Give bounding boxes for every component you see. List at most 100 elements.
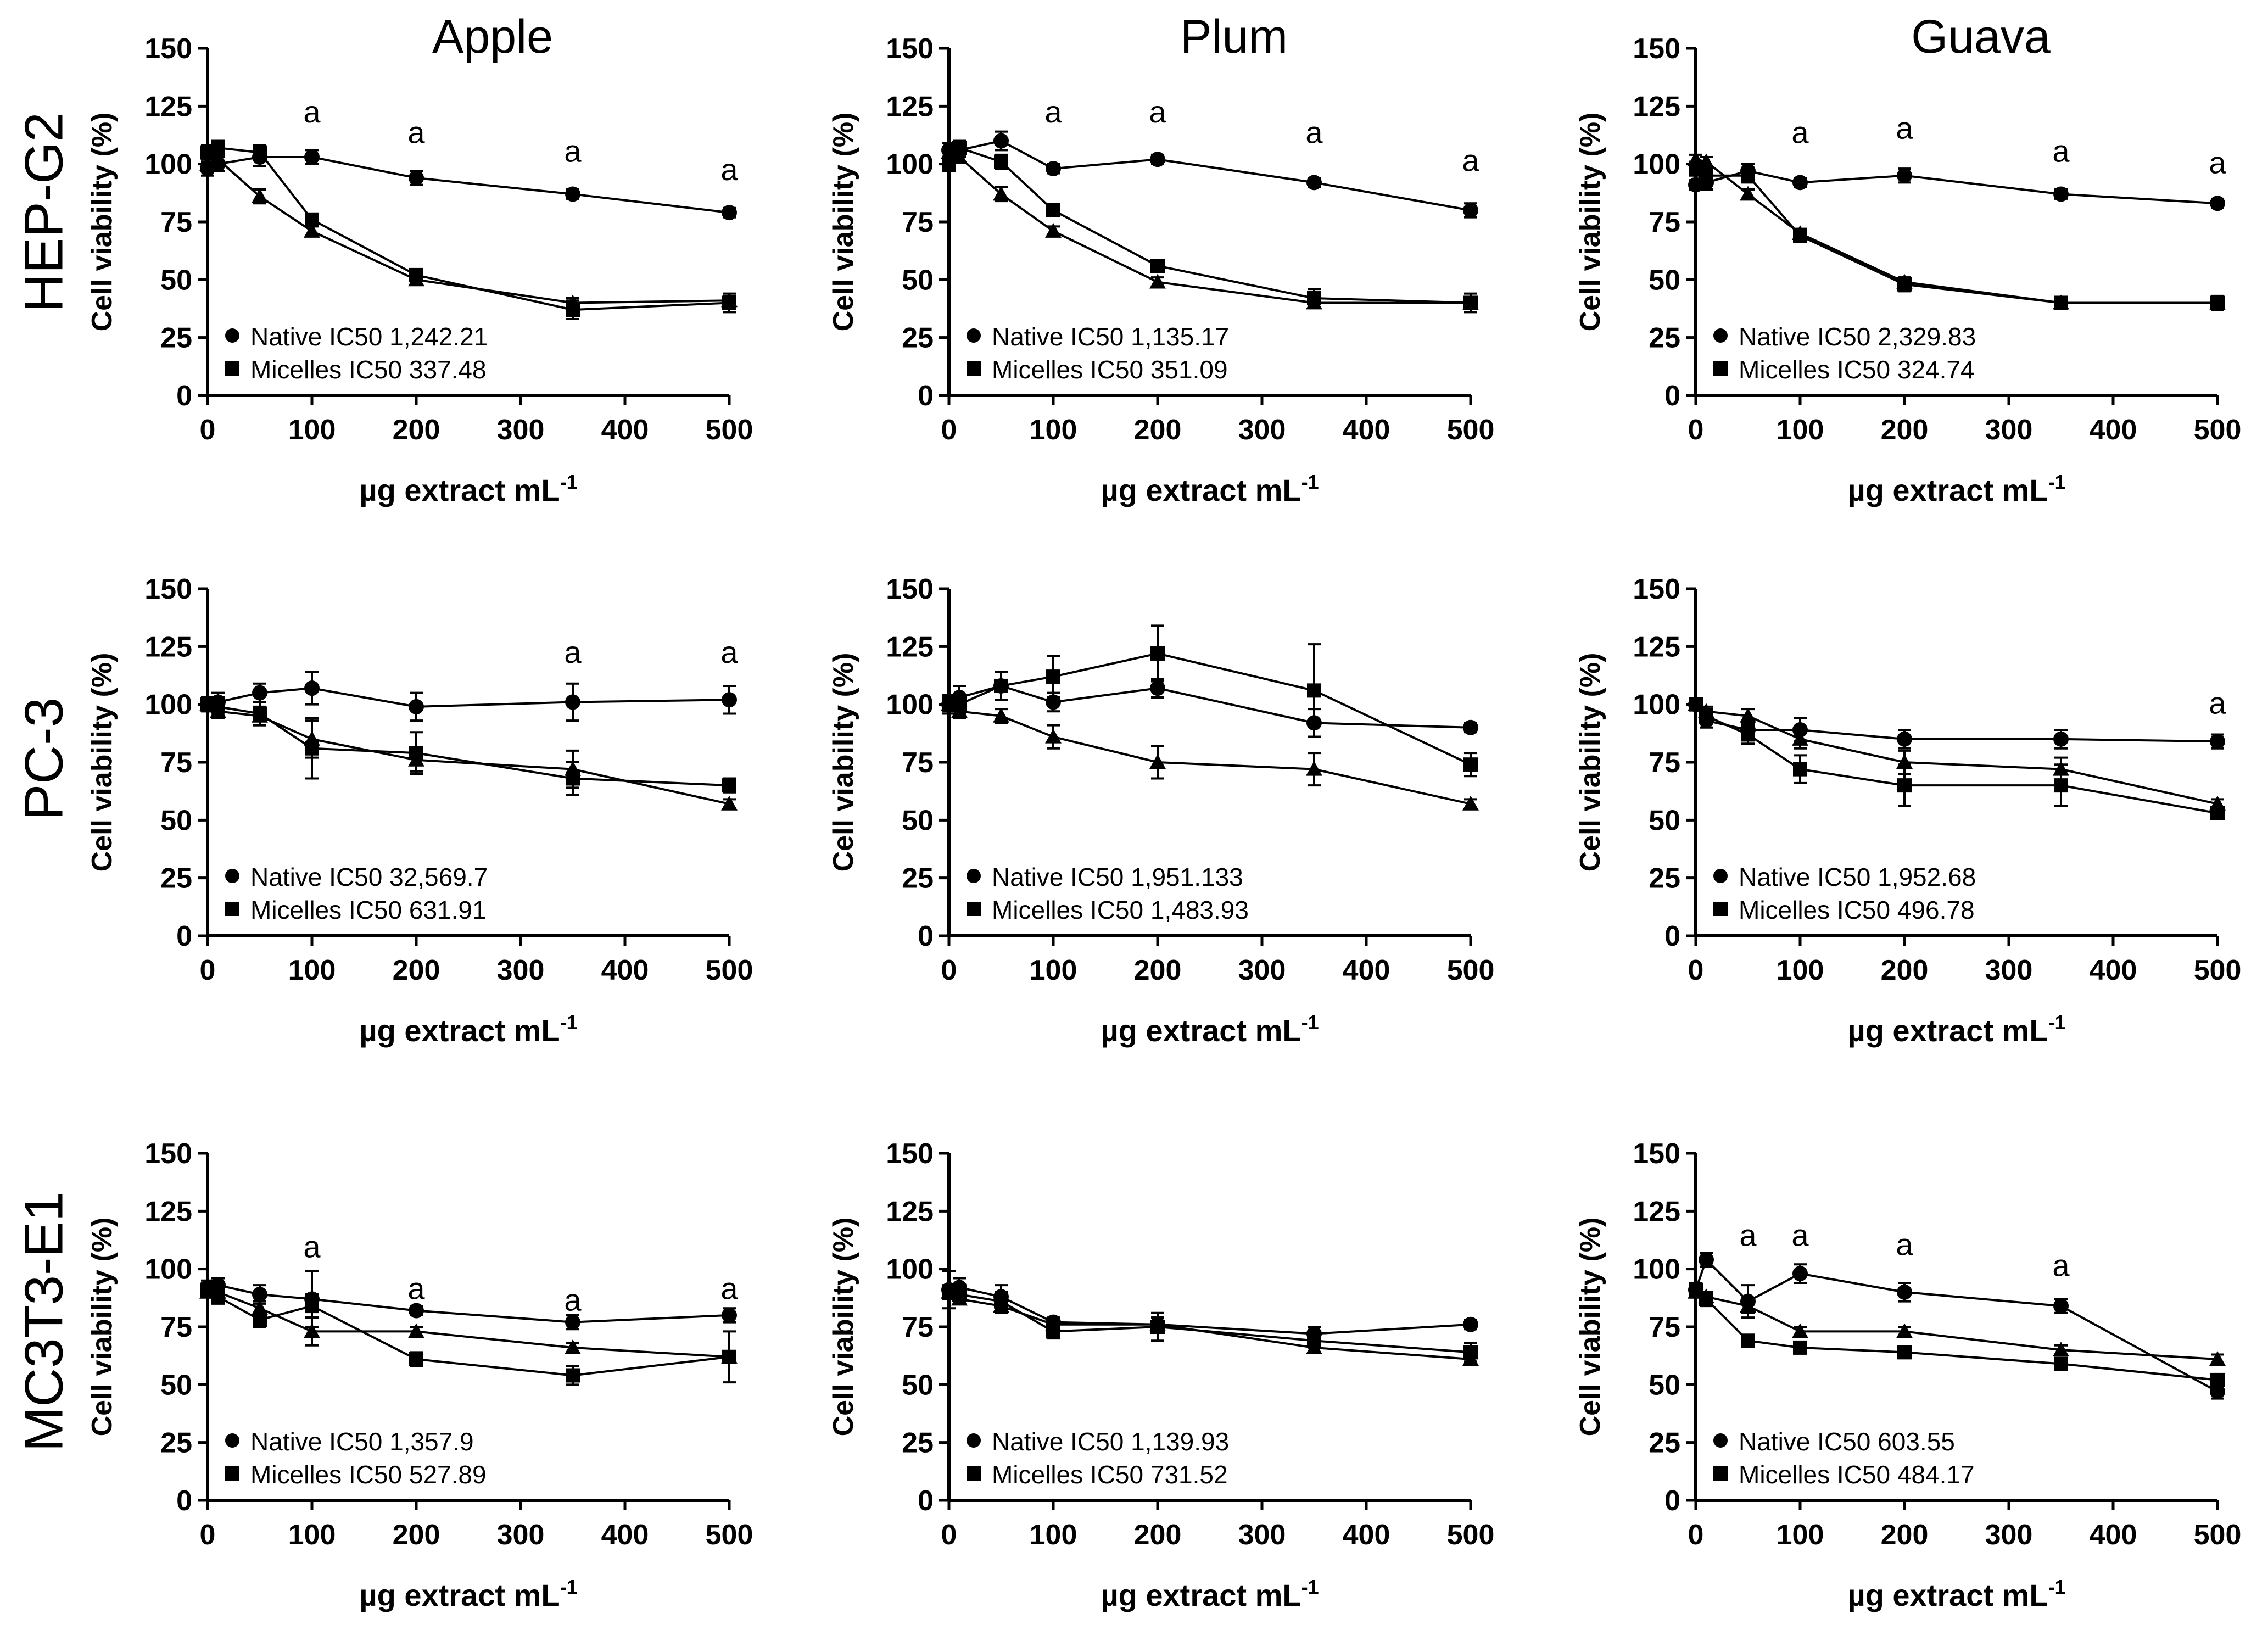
data-point: [210, 703, 226, 718]
y-tick-label: 75: [160, 747, 192, 779]
data-point: [1741, 1333, 1755, 1348]
data-point: [2210, 734, 2225, 750]
legend-marker: [967, 1466, 981, 1481]
data-point: [1045, 1316, 1062, 1331]
significance-label: a: [407, 1271, 425, 1305]
series-triangle-series: [1688, 151, 2226, 310]
data-point: [199, 696, 216, 711]
y-tick-label: 100: [1633, 689, 1680, 721]
series-native: [200, 1270, 737, 1331]
legend-label: Native IC50 1,135.17: [992, 322, 1229, 351]
data-point: [565, 186, 580, 202]
y-tick-label: 50: [1649, 1369, 1680, 1401]
series-micelles: [1689, 697, 2225, 820]
x-tick-label: 100: [288, 414, 336, 446]
series-native: [941, 130, 1478, 219]
series-line: [948, 1286, 1471, 1335]
data-point: [1698, 153, 1714, 169]
x-tick-label: 500: [2194, 954, 2242, 986]
x-axis-label-superscript: -1: [1301, 1576, 1319, 1598]
x-axis-label: µg extract mL-1: [1847, 1576, 2065, 1612]
significance-label: a: [2052, 133, 2070, 168]
data-point: [409, 1303, 424, 1319]
y-tick-label: 75: [902, 1311, 934, 1343]
y-tick-label: 0: [918, 1485, 934, 1517]
y-tick-label: 0: [918, 920, 934, 952]
y-tick-label: 25: [902, 863, 934, 895]
data-point: [1741, 168, 1755, 183]
x-axis-label: µg extract mL-1: [1101, 1011, 1319, 1048]
x-tick-label: 300: [497, 954, 545, 986]
x-tick-label: 300: [1238, 1519, 1286, 1551]
legend-marker: [1713, 902, 1728, 916]
y-tick-label: 100: [144, 689, 192, 721]
data-point: [721, 795, 738, 811]
significance-label: a: [303, 94, 321, 129]
y-tick-label: 75: [902, 206, 934, 238]
y-tick-label: 150: [144, 33, 192, 65]
y-tick-label: 75: [160, 1311, 192, 1343]
data-point: [1688, 1283, 1704, 1299]
series-line: [207, 1284, 730, 1324]
data-point: [2053, 731, 2069, 747]
data-point: [1897, 1345, 1912, 1360]
data-point: [409, 1352, 423, 1366]
data-point: [722, 778, 736, 793]
series-native: [1688, 163, 2225, 211]
series-native: [1688, 696, 2225, 750]
significance-label: a: [1739, 1218, 1757, 1253]
significance-label: a: [2209, 146, 2226, 180]
series-line: [1695, 1289, 2218, 1381]
data-point: [2209, 795, 2226, 811]
x-tick-label: 400: [601, 414, 649, 446]
series-line: [207, 158, 730, 304]
x-tick-label: 100: [1030, 1519, 1077, 1551]
legend-marker: [1713, 1466, 1728, 1481]
x-axis-label: µg extract mL-1: [359, 1576, 577, 1612]
x-tick-label: 100: [288, 954, 336, 986]
series-native: [1688, 1252, 2225, 1400]
data-point: [408, 1323, 424, 1338]
series-line: [207, 147, 730, 311]
data-point: [1149, 1316, 1166, 1331]
data-point: [2053, 1342, 2069, 1357]
data-point: [1463, 719, 1478, 735]
y-tick-label: 100: [144, 149, 192, 181]
data-point: [1462, 1351, 1479, 1366]
series-micelles: [200, 696, 736, 796]
data-point: [1045, 728, 1062, 744]
y-tick-label: 75: [1649, 206, 1680, 238]
data-point: [1699, 168, 1713, 183]
data-point: [565, 761, 581, 776]
series-line: [948, 151, 1471, 304]
data-point: [1740, 1298, 1756, 1313]
y-tick-label: 0: [1664, 1485, 1680, 1517]
column-title-apple: Apple: [432, 10, 553, 63]
data-point: [951, 1291, 968, 1306]
x-axis-label-superscript: -1: [1301, 1011, 1319, 1034]
data-point: [941, 144, 957, 159]
y-tick-label: 25: [902, 1427, 934, 1459]
series-native: [200, 671, 737, 722]
data-point: [1792, 1266, 1808, 1282]
data-point: [2209, 1351, 2226, 1366]
data-point: [1306, 294, 1322, 310]
series-triangle-series: [199, 151, 738, 310]
data-point: [252, 685, 267, 701]
x-tick-label: 200: [393, 954, 440, 986]
data-point: [1740, 186, 1756, 201]
data-point: [1897, 778, 1912, 793]
data-point: [1306, 1339, 1322, 1354]
legend-label: Micelles IC50 496.78: [1739, 896, 1975, 924]
x-tick-label: 500: [706, 1519, 753, 1551]
y-tick-label: 0: [918, 380, 934, 412]
y-tick-label: 0: [176, 920, 192, 952]
data-point: [565, 1314, 580, 1330]
series-micelles: [942, 1284, 1478, 1363]
data-point: [210, 151, 226, 166]
x-tick-label: 200: [1881, 1519, 1929, 1551]
x-tick-label: 400: [1343, 1519, 1390, 1551]
panel-mc3t3-guava: 0 25 50 75 100 125 150 0 100 200 300 400 500 Cell via…: [1574, 1138, 2241, 1612]
